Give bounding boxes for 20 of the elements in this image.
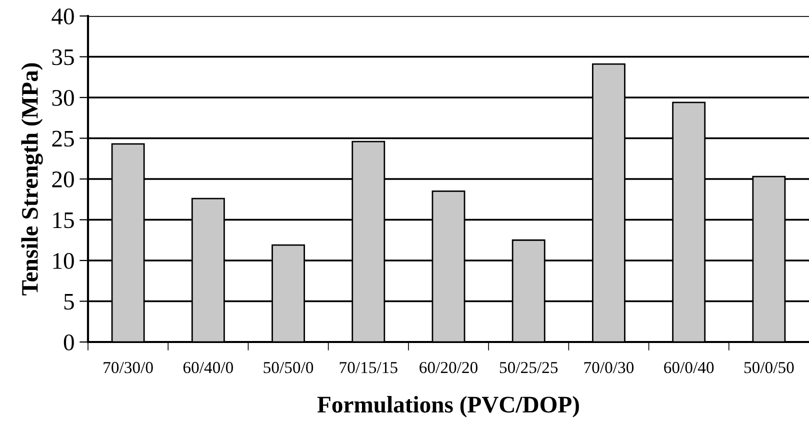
y-tick-label: 0 xyxy=(64,334,74,350)
y-tick-label: 20 xyxy=(52,171,74,188)
y-axis-title: Tensile Strength (MPa) xyxy=(21,63,43,296)
x-axis-title: Formulations (PVC/DOP) xyxy=(317,396,579,418)
x-tick-label: 60/40/0 xyxy=(183,362,233,374)
y-tick-label: 25 xyxy=(52,130,74,147)
x-tick-label: 70/0/30 xyxy=(584,362,634,374)
x-tick-label: 60/0/40 xyxy=(664,362,714,374)
y-tick-label: 15 xyxy=(53,212,74,228)
x-tick-label: 70/15/15 xyxy=(340,362,398,374)
y-tick-label: 5 xyxy=(64,294,74,310)
x-tick-label: 50/0/50 xyxy=(744,362,794,374)
y-tick-label: 35 xyxy=(52,49,74,66)
y-tick-label: 10 xyxy=(53,252,74,269)
x-tick-label: 70/30/0 xyxy=(104,362,153,374)
y-tick-label: 30 xyxy=(52,90,74,106)
x-tick-label: 50/25/25 xyxy=(500,362,558,374)
y-tick-label: 40 xyxy=(52,8,74,24)
x-tick-label: 60/20/20 xyxy=(420,362,478,374)
x-tick-label: 50/50/0 xyxy=(264,362,314,374)
